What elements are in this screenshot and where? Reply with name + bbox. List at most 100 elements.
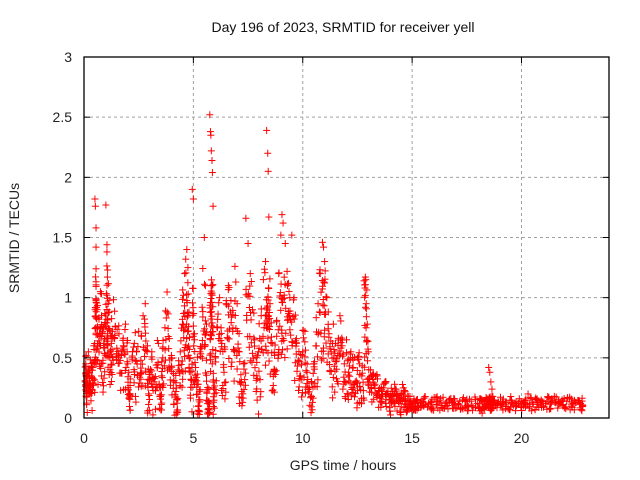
data-point bbox=[329, 373, 337, 381]
data-point bbox=[144, 407, 152, 415]
data-point bbox=[328, 383, 336, 391]
data-point bbox=[109, 356, 117, 364]
data-point bbox=[560, 404, 568, 412]
data-point bbox=[378, 397, 386, 405]
data-point bbox=[505, 406, 513, 414]
data-point bbox=[125, 402, 133, 410]
data-point bbox=[130, 371, 138, 379]
data-point bbox=[208, 298, 216, 306]
data-point bbox=[88, 407, 96, 415]
data-point bbox=[280, 336, 288, 344]
data-point bbox=[499, 406, 507, 414]
data-point bbox=[225, 354, 233, 362]
data-point bbox=[242, 214, 250, 222]
data-point bbox=[271, 341, 279, 349]
data-point bbox=[265, 309, 273, 317]
data-point bbox=[238, 402, 246, 410]
data-point bbox=[548, 395, 556, 403]
data-point bbox=[146, 395, 154, 403]
data-point bbox=[172, 384, 180, 392]
data-point bbox=[430, 393, 438, 401]
data-point bbox=[328, 340, 336, 348]
data-point bbox=[102, 300, 110, 308]
data-point bbox=[315, 308, 323, 316]
data-point bbox=[331, 388, 339, 396]
data-point bbox=[207, 147, 215, 155]
data-point bbox=[465, 395, 473, 403]
data-point bbox=[239, 398, 247, 406]
data-point bbox=[178, 295, 186, 303]
data-point bbox=[154, 361, 162, 369]
data-point bbox=[391, 402, 399, 410]
data-point bbox=[359, 387, 367, 395]
data-point bbox=[578, 407, 586, 415]
data-point bbox=[347, 392, 355, 400]
data-point bbox=[322, 293, 330, 301]
data-point bbox=[151, 405, 159, 413]
data-point bbox=[302, 346, 310, 354]
data-point bbox=[354, 356, 362, 364]
data-point bbox=[235, 330, 243, 338]
data-point bbox=[209, 410, 217, 418]
data-point bbox=[168, 354, 176, 362]
data-point bbox=[185, 364, 193, 372]
data-point bbox=[89, 379, 97, 387]
data-point bbox=[108, 361, 116, 369]
data-point bbox=[192, 373, 200, 381]
data-point bbox=[81, 363, 89, 371]
data-point bbox=[524, 390, 532, 398]
data-point bbox=[221, 343, 229, 351]
data-point bbox=[148, 367, 156, 375]
data-point bbox=[333, 365, 341, 373]
data-point bbox=[420, 394, 428, 402]
data-point bbox=[545, 393, 553, 401]
data-point bbox=[97, 364, 105, 372]
data-point bbox=[247, 278, 255, 286]
data-point bbox=[344, 371, 352, 379]
data-point bbox=[126, 382, 134, 390]
data-point bbox=[207, 295, 215, 303]
data-point bbox=[259, 276, 267, 284]
data-point bbox=[307, 403, 315, 411]
data-point bbox=[240, 365, 248, 373]
data-point bbox=[260, 265, 268, 273]
data-point bbox=[507, 393, 515, 401]
data-point bbox=[298, 393, 306, 401]
data-point bbox=[279, 219, 287, 227]
data-point bbox=[486, 368, 494, 376]
data-point bbox=[92, 308, 100, 316]
data-point bbox=[280, 294, 288, 302]
data-point bbox=[430, 406, 438, 414]
data-point bbox=[138, 360, 146, 368]
data-point bbox=[203, 377, 211, 385]
data-point bbox=[292, 335, 300, 343]
data-point bbox=[577, 406, 585, 414]
data-point bbox=[188, 360, 196, 368]
data-point bbox=[353, 366, 361, 374]
data-point bbox=[92, 281, 100, 289]
data-point bbox=[208, 291, 216, 299]
data-point bbox=[92, 296, 100, 304]
y-tick-label: 0 bbox=[64, 410, 72, 426]
data-point bbox=[190, 336, 198, 344]
data-point bbox=[473, 399, 481, 407]
data-point bbox=[186, 391, 194, 399]
x-tick-label: 0 bbox=[80, 430, 88, 446]
data-point bbox=[432, 400, 440, 408]
data-point bbox=[413, 395, 421, 403]
data-point bbox=[126, 391, 134, 399]
data-point bbox=[362, 350, 370, 358]
data-point bbox=[579, 401, 587, 409]
data-point bbox=[314, 300, 322, 308]
data-point bbox=[326, 360, 334, 368]
data-point bbox=[215, 330, 223, 338]
data-point bbox=[225, 302, 233, 310]
data-point bbox=[91, 388, 99, 396]
data-point bbox=[346, 379, 354, 387]
data-point bbox=[282, 329, 290, 337]
data-point bbox=[92, 224, 100, 232]
data-point bbox=[184, 264, 192, 272]
data-point bbox=[109, 296, 117, 304]
data-point bbox=[267, 339, 275, 347]
